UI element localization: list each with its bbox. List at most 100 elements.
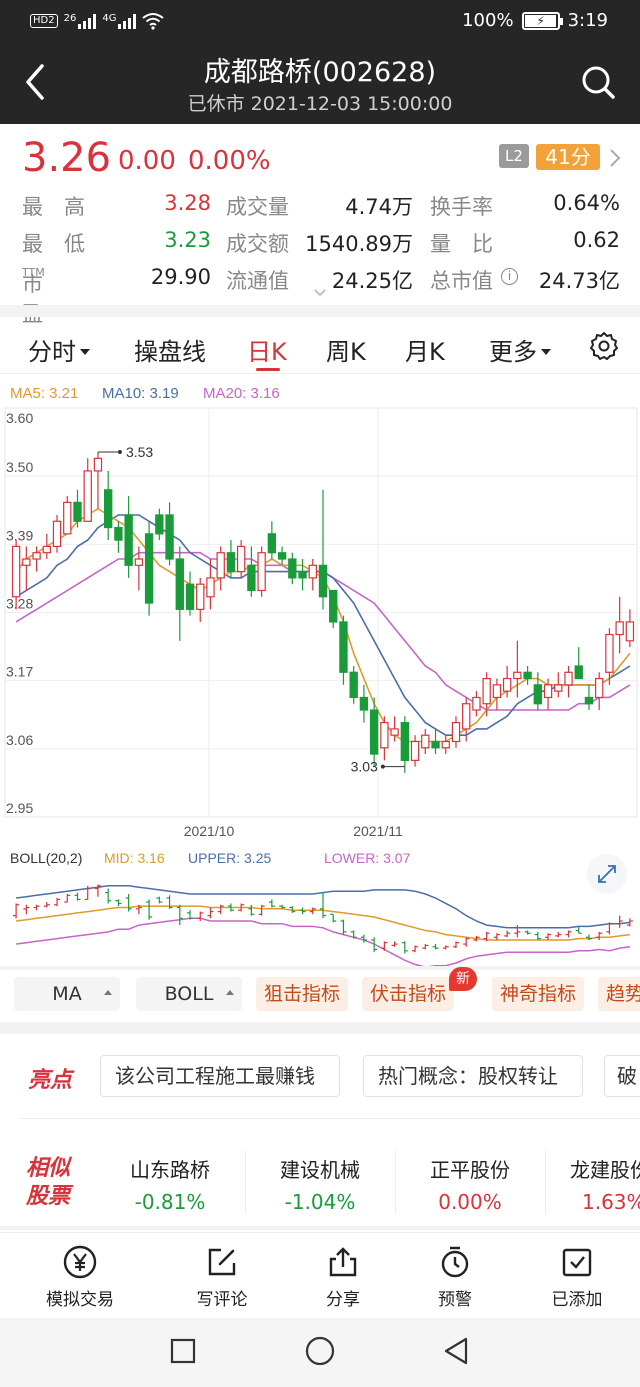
candle-body	[308, 564, 317, 579]
annotation-dot	[117, 450, 122, 455]
ma-selector[interactable]: MA	[14, 977, 120, 1011]
ohlc-bar	[166, 895, 173, 909]
indicator-trend[interactable]: 趋势	[598, 977, 640, 1011]
write-comment-button[interactable]: 写评论	[167, 1245, 277, 1310]
candle	[543, 678, 553, 711]
candle	[502, 665, 512, 698]
candle-body	[482, 677, 491, 705]
candle-body	[564, 671, 573, 686]
recent-apps-icon[interactable]	[170, 1338, 196, 1364]
candle-body	[390, 728, 399, 736]
tab-monthly-k[interactable]: 月K	[405, 338, 445, 366]
candle	[236, 540, 246, 578]
candle	[175, 546, 184, 641]
y-tick-label: 3.50	[6, 459, 33, 475]
candle	[554, 672, 563, 698]
candle	[380, 716, 389, 761]
ohlc-bar	[340, 919, 347, 935]
candle	[615, 596, 624, 654]
candle-body	[329, 589, 338, 623]
candle-body	[625, 621, 635, 642]
info-icon[interactable]: i	[501, 268, 518, 285]
y-tick-label: 3.06	[6, 732, 33, 748]
tab-daily-k[interactable]: 日K	[247, 338, 287, 366]
candle-body	[451, 722, 461, 743]
boll-chart[interactable]: BOLL(20,2) MID: 3.16 UPPER: 3.25 LOWER: 3.0…	[0, 845, 640, 967]
candle	[22, 546, 31, 591]
price-alert-button[interactable]: 预警	[400, 1245, 510, 1310]
share-button[interactable]: 分享	[288, 1245, 398, 1310]
signal-icon-2: 4G	[102, 13, 137, 29]
candle	[144, 521, 154, 616]
ohlc-bar	[84, 885, 91, 900]
boll-selector[interactable]: BOLL	[136, 977, 242, 1011]
score-badge[interactable]: 41分	[536, 144, 600, 170]
expand-icon[interactable]	[313, 288, 327, 298]
divider	[545, 1150, 546, 1214]
ohlc-bar	[422, 944, 429, 950]
home-icon[interactable]	[305, 1336, 335, 1366]
candle	[513, 640, 522, 698]
back-icon[interactable]	[22, 62, 48, 102]
ohlc-bar	[227, 903, 234, 912]
indicator-magic[interactable]: 神奇指标	[492, 977, 584, 1011]
tab-operate-line[interactable]: 操盘线	[134, 338, 206, 366]
quote-value: 0.64%	[553, 191, 620, 215]
similar-stock-change: -0.81%	[134, 1190, 206, 1214]
candle-body	[144, 533, 154, 604]
highlight-chip[interactable]: 破	[604, 1055, 640, 1097]
tab-more[interactable]: 更多	[489, 332, 551, 367]
ma-legend: MA5: 3.21	[10, 385, 78, 402]
divider	[245, 1150, 246, 1214]
candle-body	[502, 677, 512, 692]
candle	[564, 665, 573, 698]
level2-badge[interactable]: L2	[499, 144, 529, 168]
indicator-sniper[interactable]: 狙击指标	[256, 977, 348, 1011]
similar-stock-card[interactable]: 龙建股份 1.63%	[550, 1144, 640, 1220]
search-icon[interactable]	[580, 64, 616, 100]
candle-body	[574, 665, 583, 680]
similar-stock-card[interactable]: 山东路桥 -0.81%	[100, 1144, 240, 1220]
candle	[410, 735, 420, 767]
ohlc-bar	[493, 933, 500, 940]
candle-body	[533, 684, 542, 705]
quote-value: 0.62	[573, 228, 620, 252]
ohlc-bar	[514, 925, 521, 938]
candle-body	[155, 514, 164, 535]
highlight-chip[interactable]: 该公司工程施工最赚钱	[100, 1055, 340, 1097]
candle	[349, 665, 358, 704]
ohlc-bar	[268, 899, 275, 908]
indicator-ambush[interactable]: 伏击指标	[362, 977, 454, 1011]
fullscreen-icon[interactable]	[587, 854, 627, 894]
ohlc-bar	[43, 902, 50, 908]
divider	[395, 1150, 396, 1214]
similar-stock-card[interactable]: 正平股份 0.00%	[400, 1144, 540, 1220]
quote-grid: 最 高 3.28 成交量 4.74万 换手率 0.64% 最 低 3.23 成交额 1540.89…	[22, 188, 622, 326]
chevron-right-icon[interactable]	[608, 148, 622, 168]
back-nav-icon[interactable]	[442, 1336, 470, 1366]
highlight-chip[interactable]: 热门概念：股权转让	[363, 1055, 583, 1097]
ohlc-bar	[135, 904, 142, 915]
highlights-title: 亮点	[28, 1068, 73, 1093]
candle	[441, 735, 450, 755]
similar-stock-name: 正平股份	[430, 1158, 510, 1182]
candle-body	[523, 671, 532, 680]
ohlc-bar	[74, 892, 81, 901]
candle	[257, 546, 266, 597]
quote-value: 24.73亿	[538, 269, 620, 293]
candle-body	[605, 633, 614, 673]
simulated-trade-button[interactable]: 模拟交易	[25, 1245, 135, 1310]
similar-stock-card[interactable]: 建设机械 -1.04%	[250, 1144, 390, 1220]
market-status: 已休市 2021-12-03 15:00:00	[187, 93, 453, 115]
tab-weekly-k[interactable]: 周K	[326, 338, 366, 366]
tab-intraday[interactable]: 分时	[28, 332, 90, 367]
ohlc-bar	[217, 904, 224, 915]
ohlc-bar	[616, 915, 623, 928]
candle	[124, 496, 133, 578]
boll-legend: MID: 3.16	[104, 850, 165, 866]
added-watchlist-button[interactable]: 已添加	[522, 1245, 632, 1310]
gear-icon[interactable]	[588, 330, 620, 362]
candlestick-chart[interactable]: MA5: 3.21 MA10: 3.19 MA20: 3.16 3.60 3.50 3.3…	[0, 378, 640, 843]
candle-body	[615, 621, 624, 636]
candle-body	[441, 740, 450, 749]
